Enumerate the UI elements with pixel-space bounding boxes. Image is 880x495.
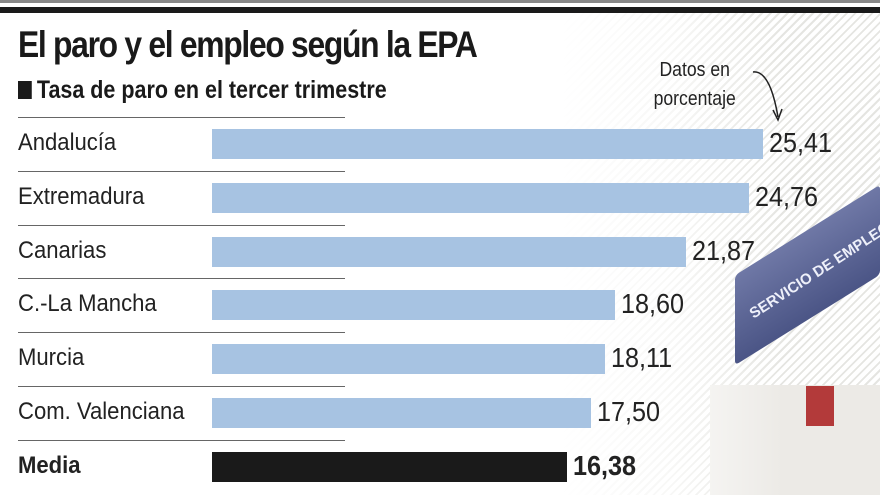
bar: [212, 398, 592, 428]
row-separator: [18, 224, 345, 226]
category-label: Com. Valenciana: [18, 398, 185, 425]
chart-title: El paro y el empleo según la EPA: [18, 24, 478, 65]
value-label: 24,76: [754, 180, 818, 212]
value-label: 18,11: [610, 342, 672, 374]
bar-row: Andalucía 25,41: [0, 117, 860, 171]
bar-row: Media 16,38: [0, 439, 860, 490]
category-label: C.-La Mancha: [18, 290, 157, 318]
curved-arrow-icon: [752, 71, 783, 122]
bar-row: Canarias 21,87: [0, 224, 860, 279]
note-line-1: Datos en: [659, 59, 730, 81]
top-rule: [0, 0, 880, 3]
row-separator: [18, 117, 345, 118]
chart-subtitle: Tasa de paro en el tercer trimestre: [18, 76, 387, 105]
category-label: Murcia: [18, 344, 85, 372]
bar-row: C.-La Mancha 18,60: [0, 278, 860, 332]
note-line-2: porcentaje: [653, 88, 736, 110]
category-label: Andalucía: [18, 129, 117, 156]
bar: [212, 344, 605, 375]
row-separator: [18, 439, 345, 441]
value-label: 17,50: [597, 396, 661, 427]
bar-row: Murcia 18,11: [0, 332, 860, 386]
row-separator: [18, 278, 345, 280]
subtitle-text: Tasa de paro en el tercer trimestre: [36, 76, 387, 104]
category-label: Extremadura: [18, 182, 145, 210]
category-label: Media: [18, 451, 81, 479]
value-label: 25,41: [769, 127, 833, 158]
value-label: 16,38: [573, 449, 637, 481]
row-separator: [18, 170, 345, 172]
bar: [212, 451, 568, 482]
square-bullet-icon: [18, 81, 32, 99]
row-separator: [18, 386, 345, 387]
bar-row: Extremadura 24,76: [0, 170, 860, 225]
bar: [212, 236, 687, 267]
bar-row: Com. Valenciana 17,50: [0, 386, 860, 440]
value-label: 18,60: [621, 288, 685, 320]
units-note: Datos en porcentaje: [654, 56, 736, 114]
top-bar: [0, 7, 880, 13]
row-separator: [18, 332, 345, 334]
category-label: Canarias: [18, 236, 107, 264]
value-label: 21,87: [692, 234, 756, 266]
bar: [212, 290, 616, 321]
bar: [212, 129, 763, 159]
bar: [212, 182, 749, 213]
